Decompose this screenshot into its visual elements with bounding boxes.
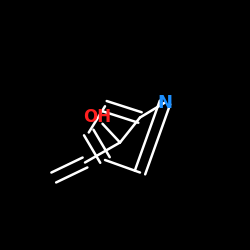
Text: OH: OH xyxy=(84,108,112,126)
Text: N: N xyxy=(158,94,172,112)
